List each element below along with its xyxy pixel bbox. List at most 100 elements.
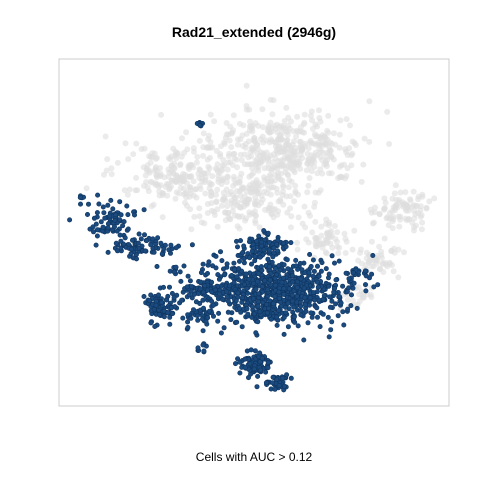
highlighted-cell-point [159,299,165,305]
background-cell-point [213,147,220,154]
background-cell-point [304,189,311,196]
background-cell-point [276,148,283,155]
background-cell-point [230,112,237,119]
background-cell-point [359,293,366,299]
background-cell-point [303,236,310,243]
highlighted-cell-point [205,270,211,276]
highlighted-cell-point [319,260,325,266]
background-cell-point [146,169,153,176]
highlighted-cell-point [225,298,231,304]
background-cell-point [222,134,229,141]
background-cell-point [102,133,109,140]
highlighted-cell-point [85,212,91,218]
highlighted-cell-point [250,241,256,247]
highlighted-cell-point [115,248,121,254]
highlighted-cell-point [177,269,183,275]
highlighted-cell-point [78,201,84,207]
background-cell-point [401,249,407,256]
highlighted-cell-point [90,224,96,230]
background-cell-point [214,223,221,230]
highlighted-cell-point [161,284,167,290]
background-cell-point [177,185,184,192]
highlighted-cell-point [108,197,114,203]
highlighted-cell-point [201,289,207,295]
background-cell-point [233,188,240,195]
highlighted-cell-point [217,291,223,297]
background-cell-point [253,212,259,219]
background-cell-point [159,190,166,197]
background-cell-point [288,213,295,220]
background-cell-point [386,141,393,147]
highlighted-cell-point [308,310,314,316]
highlighted-cell-point [166,247,172,253]
background-cell-point [389,225,396,232]
highlighted-cell-point [136,231,142,237]
highlighted-cell-point [202,283,208,289]
highlighted-cell-point [91,229,97,235]
background-cell-point [257,160,264,166]
background-cell-point [399,199,406,206]
highlighted-cell-point [244,285,250,291]
highlighted-cell-point [180,315,186,321]
background-cell-point [272,171,279,178]
background-cell-point [252,157,259,164]
highlighted-cell-point [231,260,237,266]
highlighted-cell-point [231,280,237,286]
highlighted-cell-point [291,304,297,310]
background-cell-point [292,182,299,189]
highlighted-cell-point [331,260,337,266]
background-cell-point [150,201,157,208]
highlighted-cell-point [135,240,141,246]
highlighted-cell-point [311,290,317,296]
highlighted-cells [67,120,381,393]
background-cell-point [83,185,90,192]
background-cell-point [267,96,274,103]
highlighted-cell-point [113,212,119,218]
background-cell-point [341,230,348,237]
highlighted-cell-point [249,314,255,320]
background-cell-point [132,187,139,194]
background-cell-point [413,222,419,229]
background-cell-point [301,129,308,136]
background-cell-point [283,148,290,155]
background-cell-point [230,192,237,199]
highlighted-cell-point [112,218,118,224]
highlighted-cell-point [224,289,230,295]
background-cell-point [334,238,340,245]
background-cell-point [104,156,111,163]
highlighted-cell-point [306,270,312,276]
background-cell-point [410,188,417,195]
background-cell-point [208,189,214,196]
highlighted-cell-point [105,225,111,231]
highlighted-cell-point [273,314,279,320]
background-cell-point [381,206,387,213]
highlighted-cell-point [316,273,322,279]
highlighted-cell-point [165,310,171,316]
background-cell-point [126,186,133,193]
background-cell-point [325,129,332,136]
background-cell-point [125,156,132,163]
highlighted-cell-point [309,314,315,320]
background-cell-point [187,174,194,181]
highlighted-cell-point [237,305,243,311]
highlighted-cell-point [265,365,271,371]
plot-panel [58,58,450,407]
highlighted-cell-point [306,302,312,308]
background-cell-point [213,199,220,206]
background-cell-point [252,208,258,215]
background-cell-point [277,196,284,203]
highlighted-cell-point [293,257,299,263]
highlighted-cell-point [125,212,131,218]
background-cell-point [200,152,206,159]
background-cell-point [283,104,290,111]
highlighted-cell-point [200,261,206,267]
background-cell-point [225,153,232,160]
highlighted-cell-point [122,235,128,241]
background-cell-point [254,151,261,158]
background-cell-point [328,154,335,161]
background-cell-point [367,291,374,298]
highlighted-cell-point [232,266,238,272]
highlighted-cell-point [201,305,207,311]
highlighted-cell-point [245,290,251,296]
background-cell-point [358,288,365,295]
